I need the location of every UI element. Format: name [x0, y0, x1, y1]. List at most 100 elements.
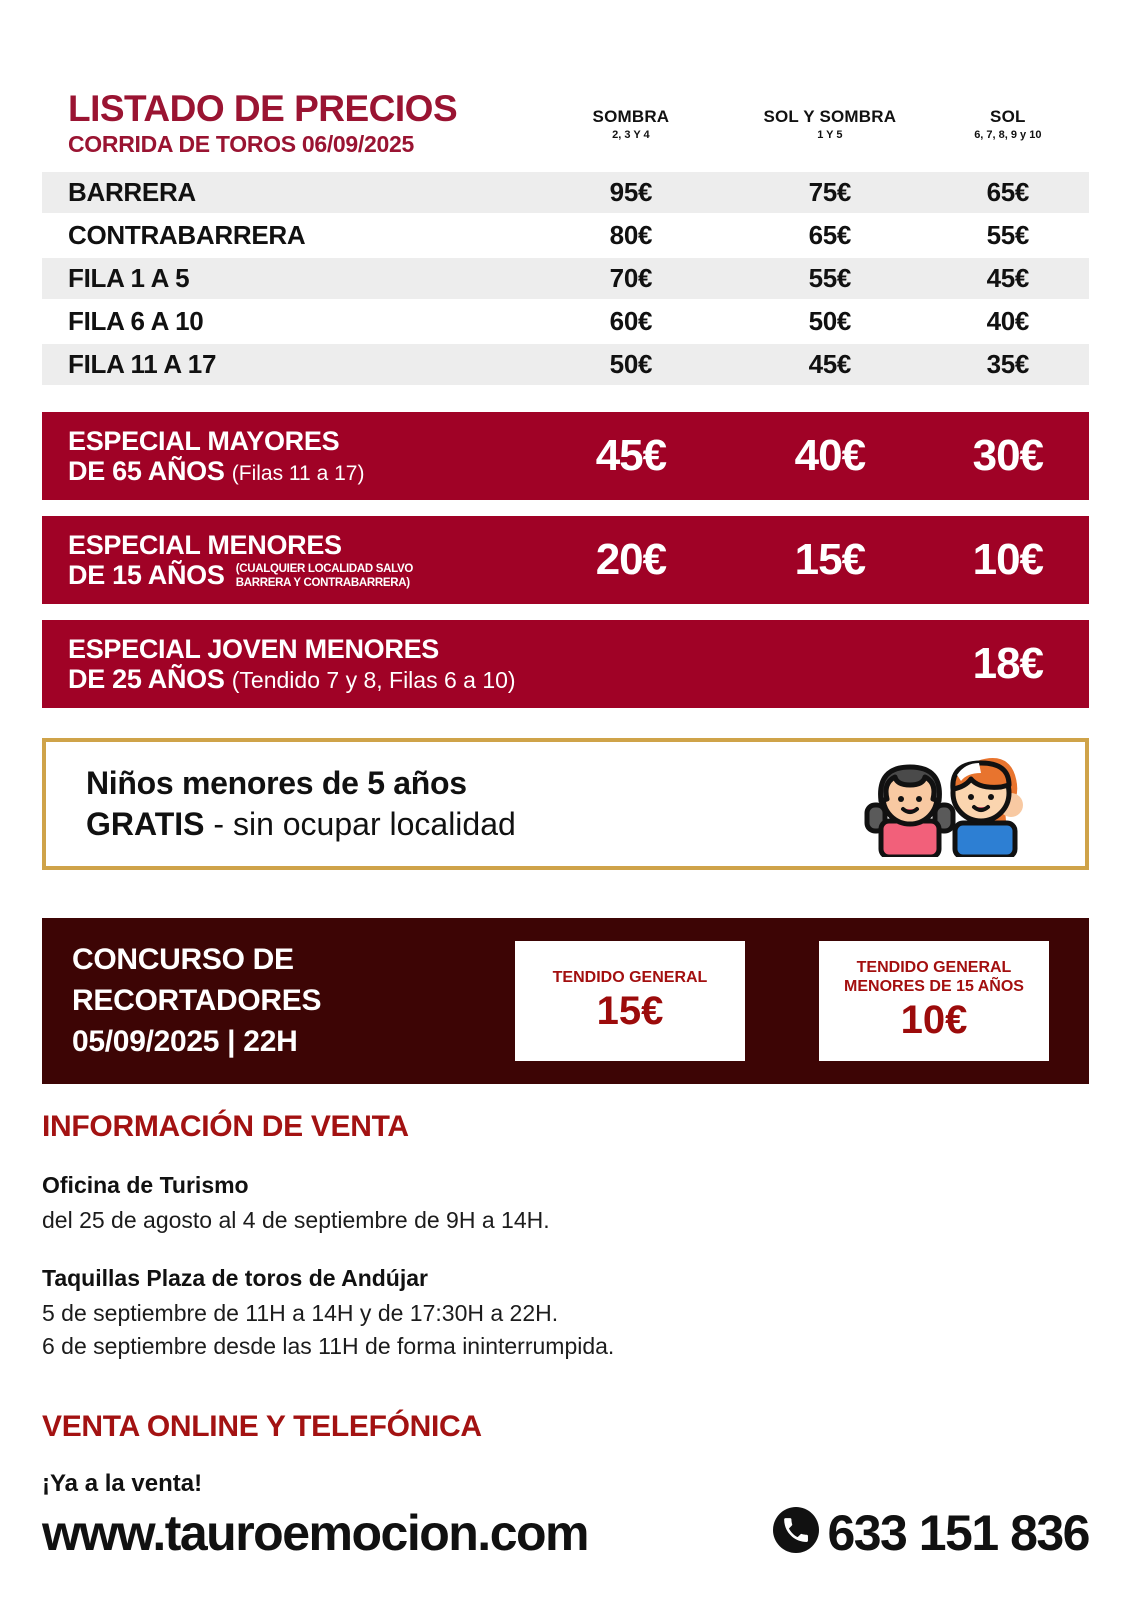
free-line1: Niños menores de 5 años [86, 764, 467, 801]
price-cell: 50€ [609, 348, 653, 379]
price-cell: 45€ [808, 348, 852, 379]
column-header-sol-y-sombra: SOL Y SOMBRA 1 Y 5 [733, 107, 927, 141]
card-price: 15€ [596, 988, 664, 1033]
phone-block: 633 151 836 [773, 1504, 1090, 1562]
phone-number: 633 151 836 [827, 1504, 1090, 1561]
banner-line1: ESPECIAL MAYORES [68, 425, 340, 456]
column-sublabel: 1 Y 5 [817, 128, 843, 141]
page-subtitle: CORRIDA DE TOROS 06/09/2025 [68, 130, 414, 157]
card-tendido-general: TENDIDO GENERAL 15€ [515, 940, 745, 1061]
banner-menores-15: ESPECIAL MENORES DE 15 AÑOS (CUALQUIER L… [42, 515, 1089, 604]
table-row-barrera: BARRERA 95€ 75€ 65€ [42, 171, 1089, 213]
special-banners: ESPECIAL MAYORES DE 65 AÑOS (Filas 11 a … [42, 411, 1089, 708]
banner-title: ESPECIAL MAYORES DE 65 AÑOS (Filas 11 a … [42, 426, 529, 486]
free-line2-bold: GRATIS [86, 805, 205, 842]
concurso-cards: TENDIDO GENERAL 15€ TENDIDO GENERAL MENO… [515, 940, 1049, 1061]
children-icon [859, 745, 1029, 862]
price-cell: 45€ [986, 262, 1030, 293]
price-cell: 75€ [808, 176, 852, 207]
column-label: SOL [990, 106, 1026, 126]
banner-line1: ESPECIAL MENORES [68, 529, 342, 560]
price-cell: 70€ [609, 262, 653, 293]
banner-line2: DE 25 AÑOS (Tendido 7 y 8, Filas 6 a 10) [68, 664, 927, 694]
banner-note: (Tendido 7 y 8, Filas 6 a 10) [231, 666, 516, 693]
info-block-oficina: Oficina de Turismo del 25 de agosto al 4… [42, 1172, 1089, 1237]
price-cell: 65€ [808, 219, 852, 250]
row-label: FILA 1 A 5 [68, 262, 190, 293]
venta-heading: VENTA ONLINE Y TELEFÓNICA [42, 1409, 482, 1443]
column-sublabel: 6, 7, 8, 9 y 10 [974, 128, 1042, 141]
website-url: www.tauroemocion.com [42, 1504, 590, 1561]
banner-line2-text: DE 65 AÑOS [68, 455, 225, 486]
price-cell: 55€ [986, 219, 1030, 250]
price-cell: 50€ [808, 305, 852, 336]
table-row-fila-6-10: FILA 6 A 10 60€ 50€ 40€ [42, 301, 1089, 342]
info-block-title: Taquillas Plaza de toros de Andújar [42, 1265, 428, 1292]
column-header-sol: SOL 6, 7, 8, 9 y 10 [927, 107, 1089, 141]
banner-price: 10€ [972, 534, 1044, 584]
info-heading: INFORMACIÓN DE VENTA [42, 1109, 409, 1143]
banner-joven-25: ESPECIAL JOVEN MENORES DE 25 AÑOS (Tendi… [42, 619, 1089, 708]
column-label: SOL Y SOMBRA [763, 106, 897, 126]
concurso-banner: CONCURSO DE RECORTADORES 05/09/2025 | 22… [42, 917, 1089, 1084]
free-children-box: Niños menores de 5 años GRATIS - sin ocu… [42, 737, 1089, 870]
concurso-date: 05/09/2025 | 22H [72, 1025, 298, 1059]
banner-line2: DE 65 AÑOS (Filas 11 a 17) [68, 456, 529, 486]
row-label: FILA 6 A 10 [68, 305, 204, 336]
banner-price: 15€ [794, 534, 866, 584]
table-header: LISTADO DE PRECIOS CORRIDA DE TOROS 06/0… [42, 0, 1089, 158]
banner-line2: DE 15 AÑOS (CUALQUIER LOCALIDAD SALVO BA… [68, 560, 529, 590]
banner-title: ESPECIAL MENORES DE 15 AÑOS (CUALQUIER L… [42, 530, 529, 590]
column-header-sombra: SOMBRA 2, 3 Y 4 [529, 107, 733, 141]
banner-title: ESPECIAL JOVEN MENORES DE 25 AÑOS (Tendi… [42, 634, 927, 694]
page-title: LISTADO DE PRECIOS [68, 88, 458, 129]
info-block-title: Oficina de Turismo [42, 1171, 249, 1198]
price-poster: LISTADO DE PRECIOS CORRIDA DE TOROS 06/0… [42, 0, 1090, 1562]
online-sales-section: VENTA ONLINE Y TELEFÓNICA ¡Ya a la venta… [42, 1409, 1090, 1562]
banner-price: 30€ [972, 430, 1044, 480]
info-block-taquillas: Taquillas Plaza de toros de Andújar 5 de… [42, 1265, 1089, 1364]
table-row-fila-1-5: FILA 1 A 5 70€ 55€ 45€ [42, 257, 1089, 299]
price-table: BARRERA 95€ 75€ 65€ CONTRABARRERA 80€ 65… [42, 171, 1089, 385]
free-children-text: Niños menores de 5 años GRATIS - sin ocu… [86, 765, 516, 843]
card-tendido-menores: TENDIDO GENERAL MENORES DE 15 AÑOS 10€ [819, 940, 1049, 1061]
info-block-line: 5 de septiembre de 11H a 14H y de 17:30H… [42, 1300, 559, 1327]
venta-tagline: ¡Ya a la venta! [42, 1469, 203, 1497]
column-label: SOMBRA [592, 106, 670, 126]
column-sublabel: 2, 3 Y 4 [612, 128, 650, 141]
card-price: 10€ [900, 998, 968, 1043]
banner-line2-text: DE 15 AÑOS [68, 559, 225, 590]
banner-line1: ESPECIAL JOVEN MENORES [68, 633, 439, 664]
price-cell: 60€ [609, 305, 653, 336]
card-label: TENDIDO GENERAL MENORES DE 15 AÑOS [844, 959, 1024, 996]
price-cell: 35€ [986, 348, 1030, 379]
info-block-line: 6 de septiembre desde las 11H de forma i… [42, 1333, 615, 1360]
title-block: LISTADO DE PRECIOS CORRIDA DE TOROS 06/0… [42, 90, 529, 158]
banner-price: 40€ [794, 430, 866, 480]
banner-line2-text: DE 25 AÑOS [68, 663, 225, 694]
price-cell: 80€ [609, 219, 653, 250]
info-block-line: del 25 de agosto al 4 de septiembre de 9… [42, 1206, 550, 1233]
card-label: TENDIDO GENERAL [552, 968, 708, 986]
table-row-fila-11-17: FILA 11 A 17 50€ 45€ 35€ [42, 343, 1089, 385]
free-line2: GRATIS - sin ocupar localidad [86, 806, 516, 843]
sales-info-section: INFORMACIÓN DE VENTA Oficina de Turismo … [42, 1110, 1089, 1364]
price-cell: 40€ [986, 305, 1030, 336]
banner-price: 20€ [595, 534, 667, 584]
banner-price: 18€ [972, 638, 1044, 688]
concurso-title: CONCURSO DE RECORTADORES 05/09/2025 | 22… [72, 939, 322, 1062]
price-cell: 55€ [808, 262, 852, 293]
row-label: CONTRABARRERA [68, 219, 306, 250]
price-cell: 65€ [986, 176, 1030, 207]
footer-row: www.tauroemocion.com 633 151 836 [42, 1504, 1090, 1562]
banner-mayores-65: ESPECIAL MAYORES DE 65 AÑOS (Filas 11 a … [42, 411, 1089, 500]
free-line2-rest: - sin ocupar localidad [204, 805, 516, 842]
banner-note: (Filas 11 a 17) [231, 461, 365, 485]
concurso-line1: CONCURSO DE [72, 943, 294, 977]
banner-price: 45€ [595, 430, 667, 480]
concurso-line2: RECORTADORES [72, 984, 322, 1018]
row-label: BARRERA [68, 176, 196, 207]
phone-icon [773, 1507, 820, 1558]
table-row-contrabarrera: CONTRABARRERA 80€ 65€ 55€ [42, 215, 1089, 256]
row-label: FILA 11 A 17 [68, 348, 217, 379]
